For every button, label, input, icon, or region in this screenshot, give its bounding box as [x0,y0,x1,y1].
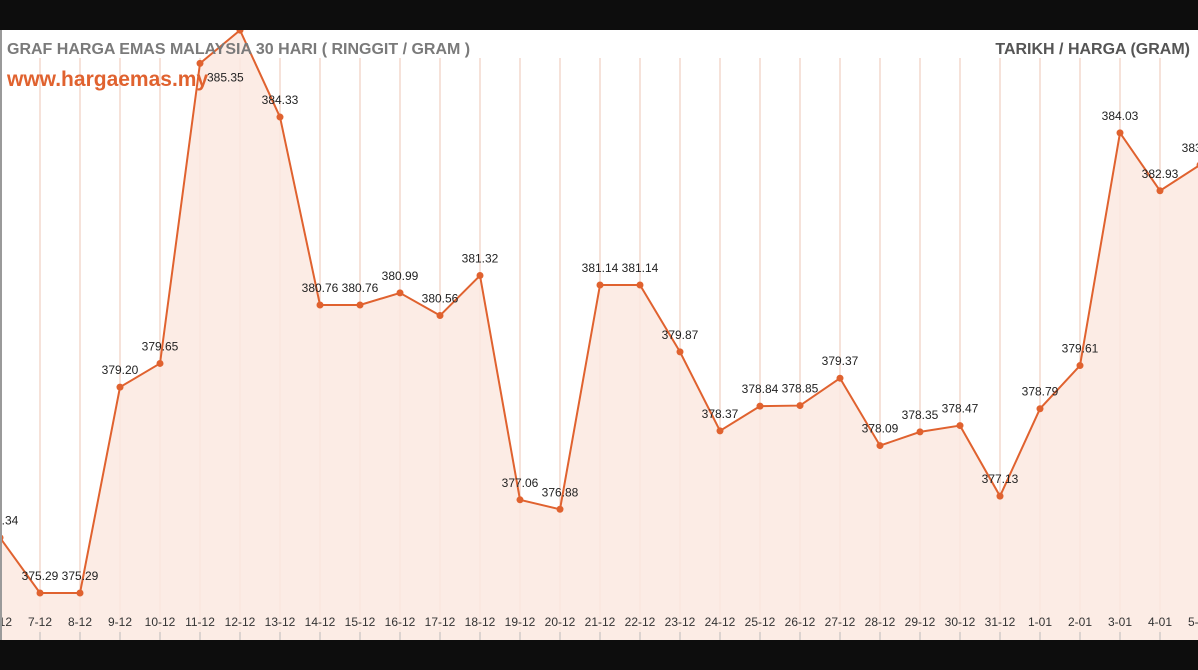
x-tick-label: 2-01 [1068,615,1092,629]
x-tick-label: 19-12 [505,615,536,629]
right-title: TARIKH / HARGA (GRAM) [995,41,1190,58]
data-label: 378.47 [942,402,979,416]
x-tick-label: 8-12 [68,615,92,629]
data-point [516,496,524,504]
data-point [876,442,884,450]
website-watermark: www.hargaemas.my [6,68,208,91]
x-tick-label: 25-12 [745,615,776,629]
data-point [1116,129,1124,137]
left-border [0,30,2,640]
data-label: 376.34 [0,514,19,528]
data-point [36,589,44,597]
data-label: 379.20 [102,363,139,377]
x-tick-label: 31-12 [985,615,1016,629]
x-tick-label: 18-12 [465,615,496,629]
data-point [156,359,164,367]
data-label: 378.84 [742,382,779,396]
data-point [756,402,764,410]
bottom-black-bar [0,640,1198,670]
x-tick-label: 23-12 [665,615,696,629]
data-label: 378.35 [902,408,939,422]
data-label: 378.37 [702,407,739,421]
data-point [996,492,1004,500]
data-label: 381.32 [462,252,499,266]
data-label: 379.61 [1062,342,1099,356]
x-tick-label: 10-12 [145,615,176,629]
chart-title: GRAF HARGA EMAS MALAYSIA 30 HARI ( RINGG… [7,41,470,58]
data-label: 379.87 [662,328,699,342]
data-point [716,427,724,435]
x-tick-label: 21-12 [585,615,616,629]
data-point [916,428,924,436]
x-tick-label: 29-12 [905,615,936,629]
data-label: 383.42 [1182,141,1198,155]
data-label: 377.06 [502,476,539,490]
x-tick-label: 6-12 [0,615,12,629]
top-black-bar [0,0,1198,30]
data-point [1076,362,1084,370]
data-point [796,402,804,410]
x-tick-label: 11-12 [185,615,215,629]
x-tick-label: 5-01 [1188,615,1198,629]
data-label: 379.65 [142,339,179,353]
x-tick-label: 13-12 [265,615,296,629]
x-tick-label: 22-12 [625,615,656,629]
x-tick-label: 27-12 [825,615,856,629]
x-tick-label: 24-12 [705,615,736,629]
data-point [676,348,684,356]
data-point [476,272,484,280]
data-point [596,281,604,289]
data-point [836,374,844,382]
data-label: 378.79 [1022,385,1059,399]
data-point [396,289,404,297]
data-label: 384.03 [1102,109,1139,123]
data-label: 384.33 [262,93,299,107]
data-label: 380.76 [302,281,339,295]
data-label: 378.85 [782,382,819,396]
data-label: 385.35 [207,70,244,84]
x-tick-label: 28-12 [865,615,896,629]
data-point [636,281,644,289]
x-tick-label: 16-12 [385,615,416,629]
data-label: 380.99 [382,269,419,283]
data-point [436,312,444,320]
x-tick-label: 14-12 [305,615,336,629]
data-label: 375.29 [62,569,99,583]
x-tick-label: 1-01 [1028,615,1052,629]
x-tick-label: 17-12 [425,615,456,629]
data-point [956,422,964,430]
data-point [1156,187,1164,195]
data-point [116,383,124,391]
area-fill [0,30,1198,640]
x-tick-label: 3-01 [1108,615,1132,629]
x-tick-label: 7-12 [28,615,52,629]
data-label: 376.88 [542,485,579,499]
data-label: 375.29 [22,569,59,583]
data-point [276,113,284,121]
x-tick-label: 4-01 [1148,615,1172,629]
x-tick-label: 12-12 [225,615,256,629]
data-label: 377.13 [982,472,1019,486]
data-point [76,589,84,597]
data-point [316,301,324,309]
data-label: 380.76 [342,281,379,295]
x-tick-label: 9-12 [108,615,132,629]
data-label: 380.56 [422,292,459,306]
x-tick-label: 30-12 [945,615,976,629]
data-point [196,59,204,67]
data-label: 381.14 [622,261,659,275]
data-label: 381.14 [582,261,619,275]
x-axis-ticks: 6-12 7-12 8-12 9-12 10-12 11-12 12-12 13-12 14-1… [0,615,1198,640]
data-label: 382.93 [1142,167,1179,181]
data-label: 378.09 [862,422,899,436]
data-point [1036,405,1044,413]
data-point [556,505,564,513]
x-tick-label: 26-12 [785,615,816,629]
data-point [356,301,364,309]
x-tick-label: 15-12 [345,615,376,629]
x-tick-label: 20-12 [545,615,576,629]
data-label: 379.37 [822,354,859,368]
